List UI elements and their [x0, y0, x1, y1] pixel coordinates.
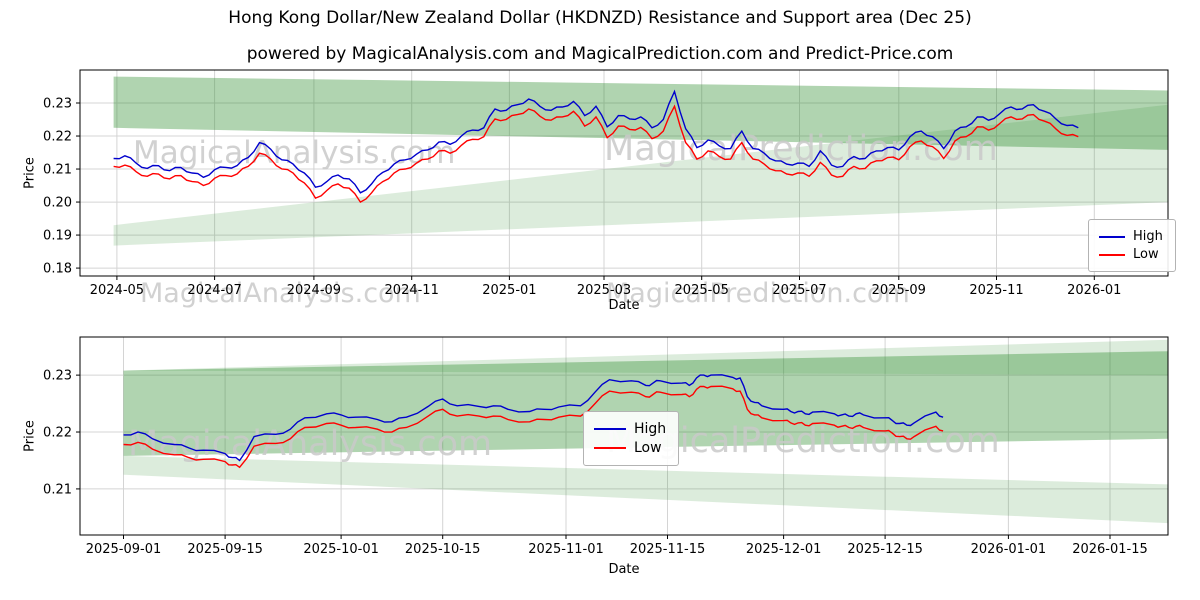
plot-frame	[79, 336, 1169, 536]
y-tick-label: 0.18	[43, 262, 72, 277]
high-line	[123, 374, 944, 462]
y-tick-label: 0.23	[43, 97, 72, 112]
watermark: MagicalAnalysis.com	[128, 424, 492, 464]
x-tick-label: 2025-11	[969, 283, 1023, 298]
x-tick-label: 2025-09-01	[86, 542, 162, 557]
x-tick-label: 2025-12-15	[847, 542, 923, 557]
high-line-swatch	[594, 428, 626, 430]
watermark: MagicalPrediction.com	[604, 129, 998, 169]
legend-label-high: High	[634, 421, 667, 437]
x-tick-label: 2025-11-15	[630, 542, 706, 557]
y-tick-label: 0.23	[43, 369, 72, 384]
x-tick-label: 2026-01	[1067, 283, 1121, 298]
x-tick-label: 2026-01-15	[1072, 542, 1148, 557]
support-resistance-band	[113, 104, 1169, 246]
support-resistance-band	[123, 455, 1168, 524]
support-resistance-band	[113, 76, 1169, 150]
x-axis-label-top: Date	[608, 298, 640, 313]
legend-item-low: Low	[1099, 247, 1163, 262]
chart-title: Hong Kong Dollar/New Zealand Dollar (HKD…	[228, 8, 972, 28]
x-tick-label: 2025-09	[872, 283, 926, 298]
x-tick-label: 2025-03	[577, 283, 631, 298]
x-axis-label-bottom: Date	[608, 562, 640, 577]
watermark: MagicalPrediction.com	[606, 278, 910, 309]
x-tick-label: 2025-10-15	[405, 542, 481, 557]
x-tick-label: 2025-11-01	[528, 542, 604, 557]
legend-label-low: Low	[634, 440, 662, 456]
y-tick-label: 0.21	[43, 482, 72, 497]
high-line-swatch	[1099, 235, 1125, 238]
legend-label-low: Low	[1133, 247, 1159, 262]
x-tick-label: 2026-01-01	[971, 542, 1047, 557]
chart-subtitle: powered by MagicalAnalysis.com and Magic…	[246, 44, 954, 64]
x-tick-label: 2024-05	[90, 283, 144, 298]
low-line	[123, 385, 944, 469]
y-tick-label: 0.20	[43, 196, 72, 211]
legend-item-high: High	[1099, 229, 1163, 244]
y-tick-label: 0.21	[43, 163, 72, 178]
y-tick-label: 0.19	[43, 229, 72, 244]
y-axis-label-bottom: Price	[22, 420, 38, 452]
legend-label-high: High	[1133, 229, 1163, 244]
x-tick-label: 2025-05	[675, 283, 729, 298]
legend-bottom-chart: High Low	[583, 411, 680, 466]
y-axis-label-top: Price	[22, 157, 38, 189]
x-tick-label: 2025-07	[772, 283, 826, 298]
x-tick-label: 2025-09-15	[187, 542, 263, 557]
y-tick-label: 0.22	[43, 426, 72, 441]
low-line-swatch	[1099, 253, 1125, 256]
legend-item-high: High	[594, 421, 666, 437]
plot-frame	[79, 69, 1169, 277]
x-tick-label: 2025-12-01	[746, 542, 822, 557]
x-tick-label: 2024-09	[287, 283, 341, 298]
support-resistance-band	[123, 339, 1168, 376]
x-tick-label: 2024-11	[385, 283, 439, 298]
y-tick-label: 0.22	[43, 130, 72, 145]
low-line-swatch	[594, 447, 626, 449]
legend-top-chart: High Low	[1088, 219, 1176, 272]
x-tick-label: 2025-10-01	[303, 542, 379, 557]
support-resistance-band	[123, 351, 1168, 456]
watermark: MagicalAnalysis.com	[140, 278, 421, 309]
x-tick-label: 2024-07	[187, 283, 241, 298]
low-line	[113, 104, 1079, 204]
x-tick-label: 2025-01	[482, 283, 536, 298]
legend-item-low: Low	[594, 440, 666, 456]
high-line	[113, 89, 1079, 194]
